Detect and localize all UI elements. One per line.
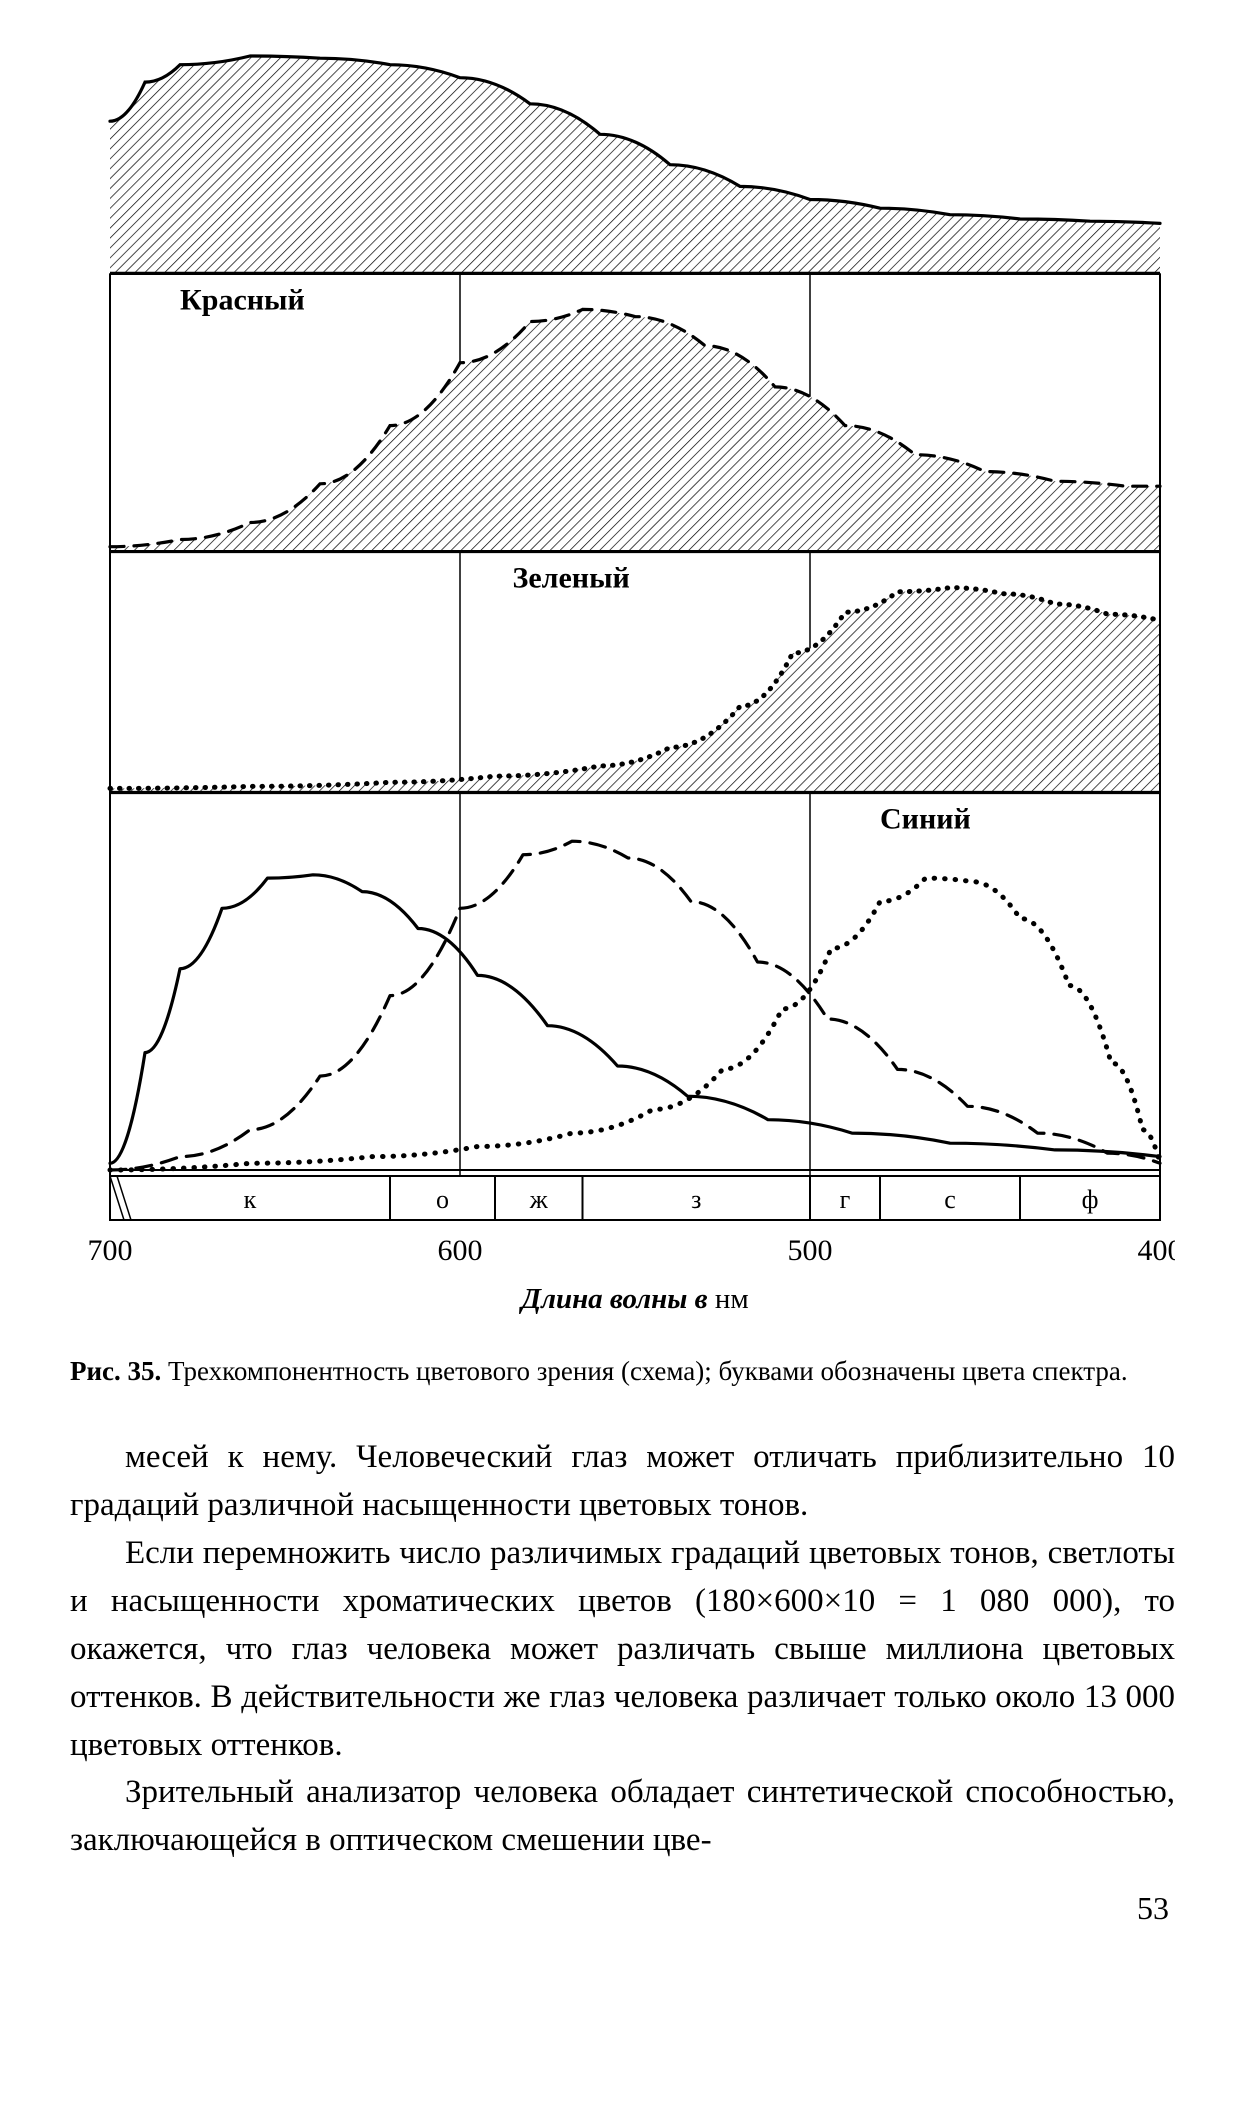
svg-text:ж: ж xyxy=(529,1185,549,1214)
figure-label: Рис. 35. xyxy=(70,1356,161,1386)
body-text: месей к нему. Человеческий глаз может от… xyxy=(70,1434,1175,1865)
page-number: 53 xyxy=(70,1890,1175,1927)
svg-text:г: г xyxy=(840,1185,851,1214)
paragraph-2: Если перемножить число различимых градац… xyxy=(70,1530,1175,1769)
svg-text:400: 400 xyxy=(1138,1234,1176,1267)
svg-text:с: с xyxy=(944,1185,956,1214)
figure-caption: Рис. 35. Трехкомпонентность цветового зр… xyxy=(70,1353,1175,1389)
svg-text:з: з xyxy=(691,1185,701,1214)
svg-text:500: 500 xyxy=(788,1234,833,1267)
trichromatic-diagram: Красный Зеленый Синий к о ж з г с ф 700 600 500 400 Дл… xyxy=(70,40,1175,1328)
svg-text:о: о xyxy=(436,1185,449,1214)
figure-35: Красный Зеленый Синий к о ж з г с ф 700 600 500 400 Дл… xyxy=(70,40,1175,1328)
svg-text:к: к xyxy=(244,1185,257,1214)
svg-text:Красный: Красный xyxy=(180,283,305,316)
svg-text:Зеленый: Зеленый xyxy=(513,562,630,595)
page: Красный Зеленый Синий к о ж з г с ф 700 600 500 400 Дл… xyxy=(0,0,1245,1957)
svg-text:600: 600 xyxy=(438,1234,483,1267)
figure-caption-text: Трехкомпонентность цветового зрения (схе… xyxy=(168,1356,1128,1386)
paragraph-1: месей к нему. Человеческий глаз может от… xyxy=(70,1434,1175,1530)
paragraph-3: Зрительный анализатор человека обладает … xyxy=(70,1769,1175,1865)
svg-text:Длина волны в нм: Длина волны в нм xyxy=(518,1283,748,1315)
svg-text:Синий: Синий xyxy=(880,803,971,836)
svg-text:ф: ф xyxy=(1082,1185,1099,1214)
svg-text:700: 700 xyxy=(88,1234,133,1267)
